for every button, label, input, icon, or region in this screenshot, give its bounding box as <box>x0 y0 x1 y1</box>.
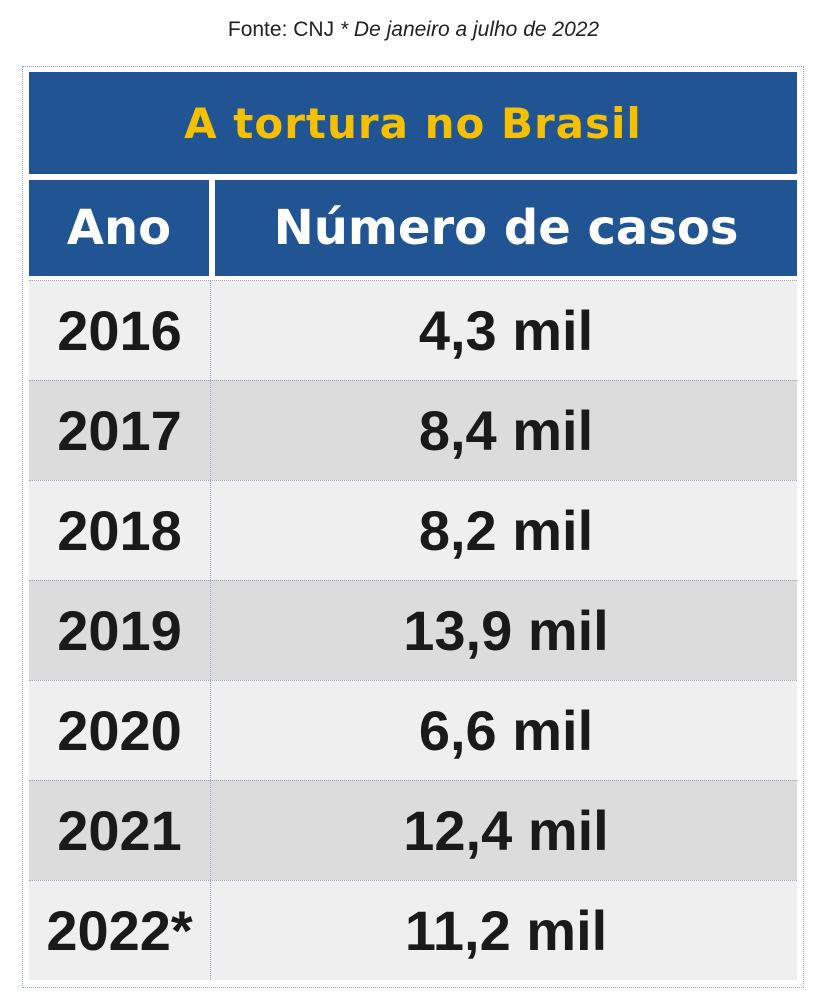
year-cell: 2019 <box>29 581 211 680</box>
table-title-bar: A tortura no Brasil <box>29 72 797 174</box>
year-cell: 2018 <box>29 481 211 580</box>
cases-cell: 12,4 mil <box>403 799 609 862</box>
cases-cell: 8,4 mil <box>418 399 594 462</box>
source-label: Fonte: CNJ <box>227 18 335 41</box>
table-header-row: Ano Número de casos <box>29 180 797 276</box>
table-row: 2022* 11,2 mil <box>29 880 797 980</box>
table-title: A tortura no Brasil <box>184 98 642 148</box>
table-body: 2016 4,3 mil 2017 8,4 mil 2018 8,2 mil 2… <box>29 280 797 980</box>
source-note: * De janeiro a julho de 2022 <box>339 18 600 41</box>
table-row: 2021 12,4 mil <box>29 780 797 880</box>
table-row: 2016 4,3 mil <box>29 280 797 380</box>
table-row: 2019 13,9 mil <box>29 580 797 680</box>
year-cell: 2016 <box>29 281 211 380</box>
table-row: 2020 6,6 mil <box>29 680 797 780</box>
cases-cell: 13,9 mil <box>403 599 609 662</box>
column-header-cases: Número de casos <box>215 180 797 276</box>
table-frame: A tortura no Brasil Ano Número de casos … <box>22 66 804 988</box>
year-cell: 2021 <box>29 781 211 880</box>
year-cell: 2020 <box>29 681 211 780</box>
cases-cell: 8,2 mil <box>418 499 594 562</box>
year-cell: 2017 <box>29 381 211 480</box>
year-cell: 2022* <box>29 881 211 980</box>
table-row: 2018 8,2 mil <box>29 480 797 580</box>
column-header-year: Ano <box>29 180 209 276</box>
cases-cell: 11,2 mil <box>404 899 608 962</box>
cases-cell: 6,6 mil <box>418 699 594 762</box>
cases-cell: 4,3 mil <box>418 299 594 362</box>
source-caption: Fonte: CNJ * De janeiro a julho de 2022 <box>0 18 827 42</box>
table-row: 2017 8,4 mil <box>29 380 797 480</box>
